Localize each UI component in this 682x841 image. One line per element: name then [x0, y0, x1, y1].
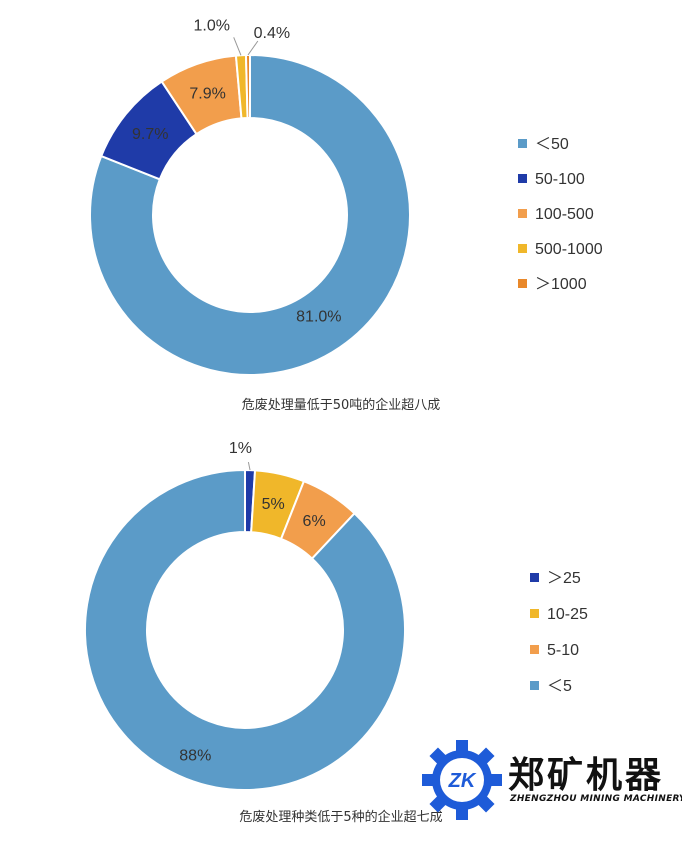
chart-waste-types: 1% 5% 6% 88% ＞25 10-25 5-10 ＜5: [0, 430, 682, 836]
legend-swatch-500-1000: [518, 244, 527, 253]
leader-line: [247, 40, 259, 56]
legend-swatch-100-500: [518, 209, 527, 218]
logo-name: 郑矿机器: [508, 755, 665, 796]
gear-logo-icon: ZK: [422, 740, 502, 820]
leader-line: [233, 37, 242, 56]
data-label-1000: 0.4%: [254, 25, 290, 42]
data-label-50: 81.0%: [296, 308, 341, 325]
donut-slice-5: [84, 468, 406, 791]
logo-subtitle: ZHENGZHOU MINING MACHINERY: [510, 794, 682, 804]
data-label-10-25: 5%: [262, 496, 285, 513]
legend-swatch-50: [518, 139, 527, 148]
legend-swatch-50-100: [518, 174, 527, 183]
legend-swatch-25: [530, 573, 539, 582]
legend-label-100-500: 100-500: [535, 206, 594, 223]
legend-swatch-5: [530, 681, 539, 690]
legend-label-50-100: 50-100: [535, 171, 585, 188]
data-label-25: 1%: [229, 440, 252, 457]
chart-caption-types: 危废处理种类低于5种的企业超七成: [239, 810, 443, 825]
legend-label-5-10: 5-10: [547, 642, 579, 659]
data-label-100-500: 7.9%: [189, 86, 225, 103]
donut-slice-1000: [244, 53, 251, 120]
donut-chart-types: 1% 5% 6% 88% ＞25 10-25 5-10 ＜5: [84, 440, 588, 791]
legend-label-25: ＞25: [547, 570, 581, 587]
chart-waste-volume: 81.0% 9.7% 7.9% 1.0% 0.4% ＜50 50-100 100-500 500…: [0, 0, 682, 420]
legend-swatch-5-10: [530, 645, 539, 654]
data-label-5: 88%: [179, 748, 211, 765]
legend-label-5: ＜5: [547, 678, 572, 695]
legend-swatch-1000: [518, 279, 527, 288]
data-label-50-100: 9.7%: [132, 126, 168, 143]
data-label-500-1000: 1.0%: [193, 17, 229, 34]
legend-label-500-1000: 500-1000: [535, 241, 603, 258]
donut-slice-50: [89, 53, 411, 376]
legend-label-1000: ＞1000: [535, 276, 587, 293]
logo-mark: ZK: [448, 770, 477, 792]
company-logo: ZK 郑矿机器 ZHENGZHOU MINING MACHINERY: [420, 738, 682, 836]
data-label-5-10: 6%: [303, 513, 326, 530]
legend-swatch-10-25: [530, 609, 539, 618]
donut-chart-volume: 81.0% 9.7% 7.9% 1.0% 0.4% ＜50 50-100 100-500 500…: [89, 17, 603, 376]
chart-caption-volume: 危废处理量低于50吨的企业超八成: [241, 398, 441, 413]
legend-label-50: ＜50: [535, 136, 569, 153]
legend-label-10-25: 10-25: [547, 606, 588, 623]
leader-line: [247, 461, 251, 471]
